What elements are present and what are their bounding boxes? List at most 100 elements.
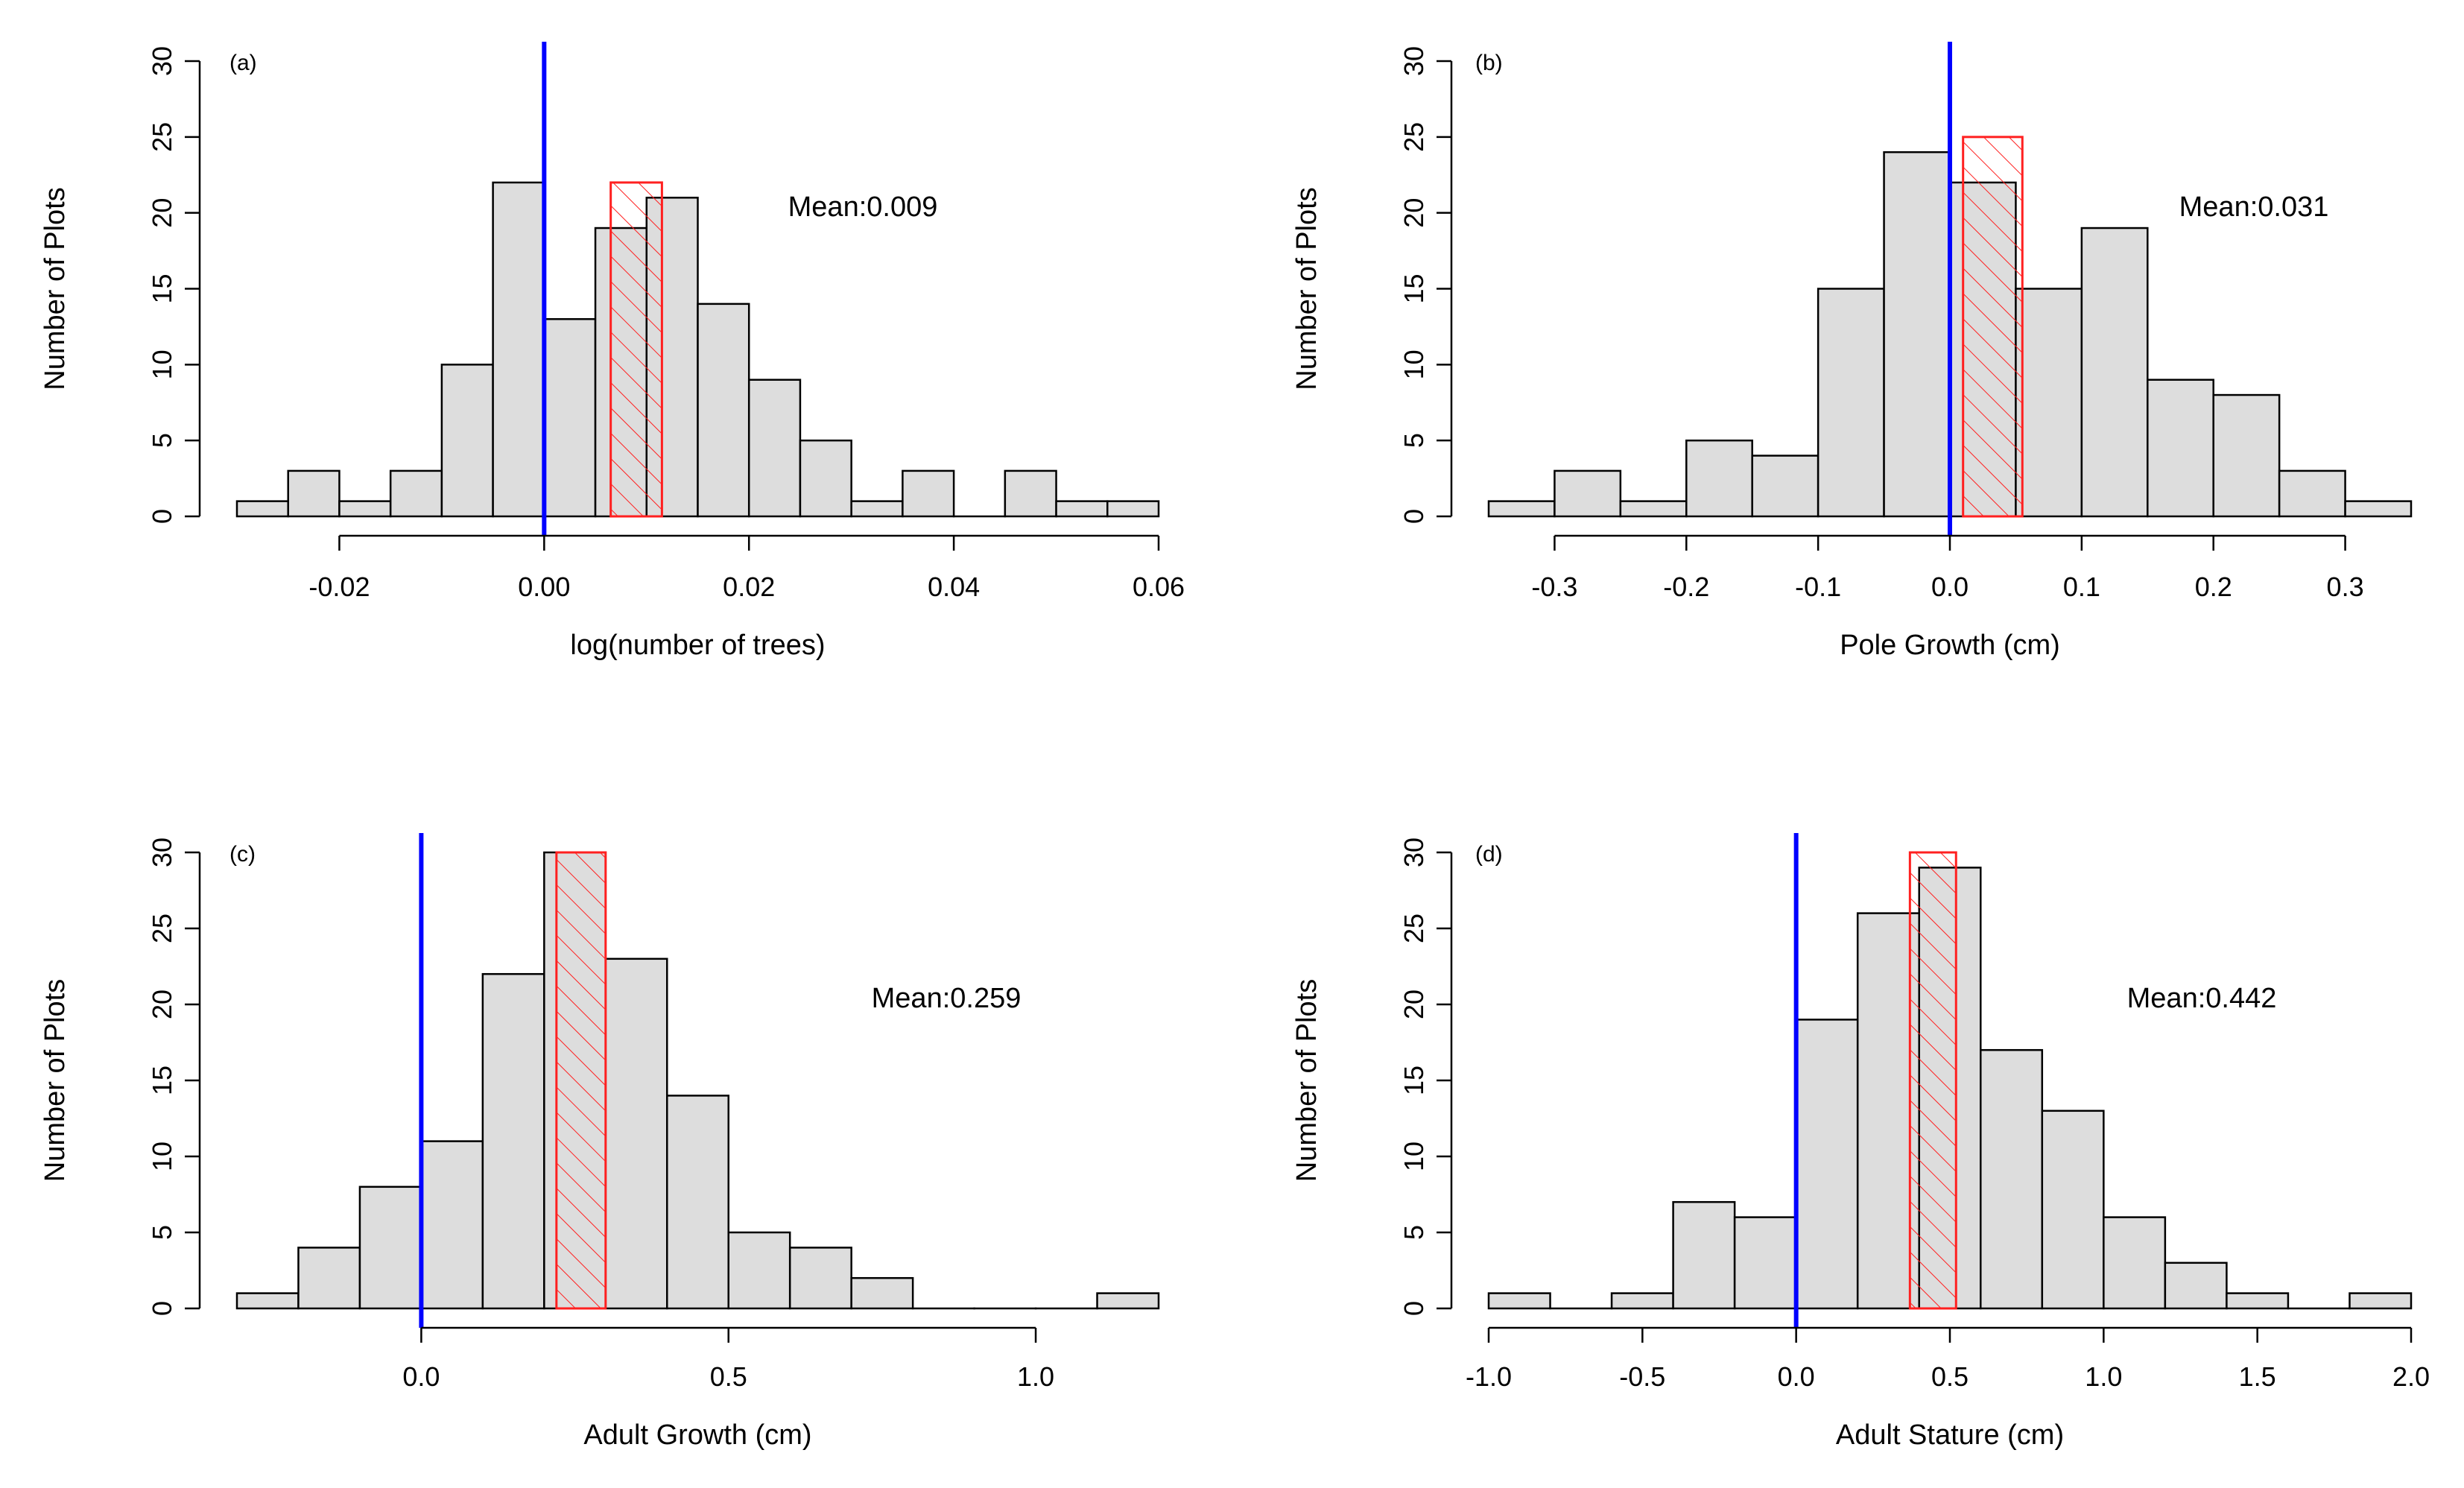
y-tick-label: 0 xyxy=(1399,509,1429,524)
histogram-bar xyxy=(492,181,545,518)
y-tick-label: 5 xyxy=(147,1225,177,1240)
mean-annotation: Mean:0.009 xyxy=(788,191,938,223)
mean-annotation: Mean:0.031 xyxy=(2179,191,2329,223)
mean-highlight-bar xyxy=(1908,851,1957,1310)
y-axis-title: Number of Plots xyxy=(39,979,71,1182)
histogram-bar xyxy=(2015,288,2083,518)
histogram-bar xyxy=(481,972,545,1310)
y-tick-label: 10 xyxy=(147,1142,177,1171)
x-tick-label: -0.2 xyxy=(1663,572,1709,602)
x-tick-label: 0.5 xyxy=(710,1361,747,1392)
histogram-bar xyxy=(1610,1292,1674,1310)
x-tick-label: 0.3 xyxy=(2327,572,2364,602)
x-tick-label: 2.0 xyxy=(2392,1361,2430,1392)
panel-tag: (a) xyxy=(229,51,257,75)
y-tick-label: 0 xyxy=(1399,1301,1429,1316)
y-tick-label: 10 xyxy=(1399,349,1429,379)
x-tick-label: 0.04 xyxy=(928,572,980,602)
x-tick-label: 0.0 xyxy=(1931,572,1969,602)
panel-tag: (b) xyxy=(1475,51,1503,75)
histogram-bar xyxy=(1106,500,1160,518)
histogram-bar xyxy=(2278,469,2346,518)
x-tick-label: 1.0 xyxy=(1017,1361,1054,1392)
histogram-bar xyxy=(1487,1292,1551,1310)
y-tick-label: 5 xyxy=(147,433,177,448)
histogram-bar xyxy=(1733,1216,1797,1310)
panel-tag: (d) xyxy=(1475,842,1503,867)
histogram-bar xyxy=(697,303,750,518)
y-axis-title: Number of Plots xyxy=(39,187,71,390)
x-axis-title: Pole Growth (cm) xyxy=(1840,630,2060,661)
y-tick-label: 30 xyxy=(1399,46,1429,76)
y-tick-label: 30 xyxy=(1399,838,1429,867)
y-tick-label: 5 xyxy=(1399,433,1429,448)
histogram-bar xyxy=(1980,1048,2044,1310)
y-tick-label: 0 xyxy=(147,1301,177,1316)
y-tick-label: 10 xyxy=(147,349,177,379)
x-axis-title: log(number of trees) xyxy=(570,630,825,661)
x-tick-label: 0.5 xyxy=(1931,1361,1969,1392)
y-axis-title: Number of Plots xyxy=(1291,979,1323,1182)
y-tick-label: 25 xyxy=(1399,122,1429,152)
y-tick-label: 20 xyxy=(1399,990,1429,1019)
histogram-bar xyxy=(799,439,852,518)
panel-tag: (c) xyxy=(229,842,256,867)
x-tick-label: 0.0 xyxy=(1778,1361,1815,1392)
histogram-bar xyxy=(850,1276,914,1310)
histogram-bar xyxy=(297,1247,361,1310)
y-tick-label: 5 xyxy=(1399,1225,1429,1240)
x-tick-label: 0.0 xyxy=(402,1361,440,1392)
histogram-bar xyxy=(2212,393,2281,518)
histogram-bar xyxy=(747,379,802,518)
mean-highlight-bar xyxy=(555,851,607,1310)
x-tick-label: -0.1 xyxy=(1795,572,1841,602)
x-tick-label: 1.5 xyxy=(2239,1361,2276,1392)
histogram-bar xyxy=(2164,1261,2228,1310)
y-tick-label: 30 xyxy=(147,46,177,76)
histogram-bar xyxy=(2344,500,2413,518)
y-tick-label: 20 xyxy=(147,198,177,228)
histogram-bar xyxy=(2349,1292,2413,1310)
histogram-bar xyxy=(604,957,668,1310)
y-axis-title: Number of Plots xyxy=(1291,187,1323,390)
histogram-bar xyxy=(788,1247,852,1310)
mean-annotation: Mean:0.259 xyxy=(872,983,1022,1014)
mean-highlight-bar xyxy=(609,181,663,518)
y-tick-label: 15 xyxy=(147,273,177,303)
x-tick-label: 1.0 xyxy=(2085,1361,2122,1392)
x-tick-label: 0.2 xyxy=(2195,572,2232,602)
y-tick-label: 15 xyxy=(147,1066,177,1095)
y-tick-label: 15 xyxy=(1399,1066,1429,1095)
y-tick-label: 25 xyxy=(147,122,177,152)
histogram-bar xyxy=(1004,469,1057,518)
x-tick-label: 0.06 xyxy=(1133,572,1185,602)
x-tick-label: -0.5 xyxy=(1619,1361,1665,1392)
y-tick-label: 20 xyxy=(147,990,177,1019)
histogram-bar xyxy=(1554,469,1622,518)
histogram-bar xyxy=(1751,455,1820,518)
histogram-bar xyxy=(2041,1109,2105,1310)
y-tick-label: 20 xyxy=(1399,198,1429,228)
histogram-bar xyxy=(2103,1216,2167,1310)
x-tick-label: -1.0 xyxy=(1466,1361,1512,1392)
x-axis-title: Adult Growth (cm) xyxy=(583,1419,811,1451)
histogram-bar xyxy=(1672,1200,1736,1310)
histogram-bar xyxy=(2080,227,2149,518)
histogram-bar xyxy=(1096,1292,1160,1310)
y-tick-label: 25 xyxy=(1399,914,1429,943)
y-tick-label: 30 xyxy=(147,838,177,867)
x-axis-title: Adult Stature (cm) xyxy=(1836,1419,2064,1451)
histogram-bar xyxy=(287,469,341,518)
x-tick-label: 0.1 xyxy=(2063,572,2100,602)
histogram-bar xyxy=(543,317,597,518)
histogram-bar xyxy=(2226,1292,2290,1310)
histogram-bar xyxy=(666,1095,729,1310)
histogram-bar xyxy=(902,469,955,518)
y-tick-label: 0 xyxy=(147,509,177,524)
histogram-bar xyxy=(1795,1019,1859,1310)
x-tick-label: -0.02 xyxy=(308,572,370,602)
